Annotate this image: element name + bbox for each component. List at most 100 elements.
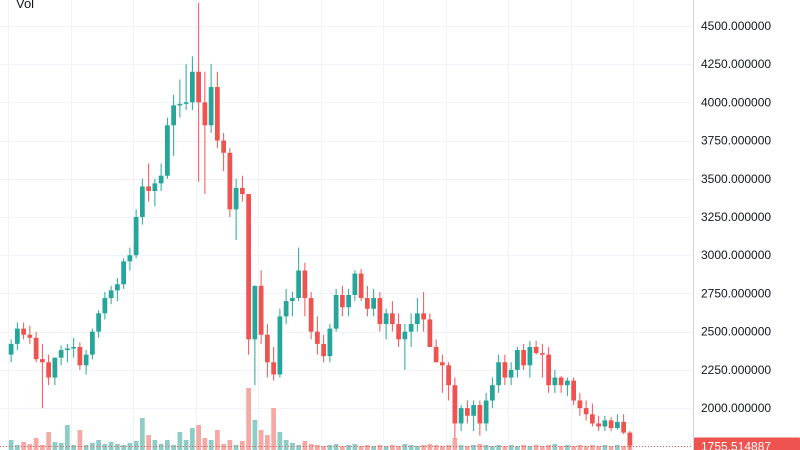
candle [283, 288, 289, 325]
volume-bar [208, 440, 214, 450]
price-axis[interactable]: 2000.000000 2250.000000 2500.000000 2750.00… [693, 0, 800, 450]
volume-bar [621, 446, 626, 450]
volume-bar [371, 446, 376, 450]
volume-bar [58, 443, 64, 450]
candle [271, 346, 276, 381]
candle-body [365, 298, 370, 309]
volume-bar [140, 418, 145, 450]
candle [540, 343, 545, 378]
candle [46, 354, 51, 386]
candle [577, 392, 583, 416]
volume-bar [408, 445, 414, 450]
candle-body [627, 432, 633, 446]
candle [52, 357, 58, 386]
candle-body [265, 334, 270, 363]
candle-body [583, 408, 589, 415]
candle-body [202, 102, 208, 126]
volume-bar [33, 438, 39, 450]
candle [602, 415, 608, 432]
volume-label: Vol [16, 0, 35, 11]
volume-bar [502, 446, 508, 450]
volume-bar [240, 441, 245, 450]
candle [146, 163, 151, 202]
volume-bar [71, 445, 76, 450]
volume-bar [433, 445, 439, 450]
volume-bar [596, 446, 601, 450]
candle-body [533, 346, 539, 354]
candle [265, 324, 270, 378]
candle-body [396, 324, 401, 340]
volume-bar [565, 445, 570, 450]
y-tick-label: 3250.000000 [701, 210, 771, 224]
candle [515, 346, 520, 378]
candle [427, 313, 433, 347]
volume-bar [615, 445, 620, 450]
candle-body [471, 405, 476, 416]
candle [183, 64, 189, 110]
candle-body [21, 328, 26, 335]
candle [440, 354, 445, 393]
candle [15, 322, 20, 351]
volume-bar [415, 446, 420, 450]
candle [246, 194, 251, 355]
candle-body [390, 313, 395, 325]
y-tick-label: 4250.000000 [701, 57, 771, 71]
candle-body [165, 125, 170, 176]
candle-body [177, 103, 183, 106]
candle-body [521, 350, 526, 366]
candle-body [596, 423, 601, 427]
candle [383, 308, 389, 340]
candle-body [146, 186, 151, 192]
volume-bar [533, 445, 539, 450]
candle [352, 270, 358, 302]
candle [458, 405, 464, 432]
candle-body [152, 183, 158, 192]
candle-body [158, 175, 164, 184]
volume-bar [171, 445, 176, 450]
volume-bar [227, 440, 233, 450]
candle-body [502, 362, 508, 378]
candle [58, 345, 64, 366]
y-tick-label: 2250.000000 [701, 363, 771, 377]
candle-body [271, 362, 276, 375]
candle [490, 377, 495, 409]
candle-body [558, 377, 564, 386]
candle-body [121, 261, 126, 285]
candles [8, 2, 633, 450]
volume-bar [102, 444, 108, 450]
candle-body [352, 273, 358, 295]
volume-bar [583, 446, 589, 450]
candle [465, 400, 470, 424]
candle-body [540, 353, 545, 355]
volume-bar [602, 445, 608, 450]
candle [115, 278, 120, 302]
candle [302, 262, 308, 317]
candle-body [190, 71, 195, 103]
candle [433, 339, 439, 363]
volume-bar [458, 445, 464, 450]
candle [527, 340, 533, 378]
candle [508, 362, 514, 386]
candle [452, 377, 458, 439]
candle [446, 362, 451, 401]
candle-body [340, 294, 345, 308]
candle-body [452, 385, 458, 424]
candle-body [15, 328, 20, 344]
volume-bar [346, 445, 351, 450]
candle-body [602, 420, 608, 427]
volume-bar [121, 445, 126, 450]
y-tick-label: 2000.000000 [701, 401, 771, 415]
last-price-marker: 1755.514887 [694, 437, 800, 450]
candle-body [433, 346, 439, 363]
candle [608, 417, 614, 432]
volume-bar [146, 435, 151, 450]
volume-bar [327, 445, 333, 450]
candle [402, 324, 408, 370]
volume-bar [383, 446, 389, 450]
volume-bar [215, 430, 220, 450]
candle-body [46, 362, 51, 378]
candle [583, 400, 589, 421]
candle-body [302, 270, 308, 299]
candle [396, 313, 401, 347]
